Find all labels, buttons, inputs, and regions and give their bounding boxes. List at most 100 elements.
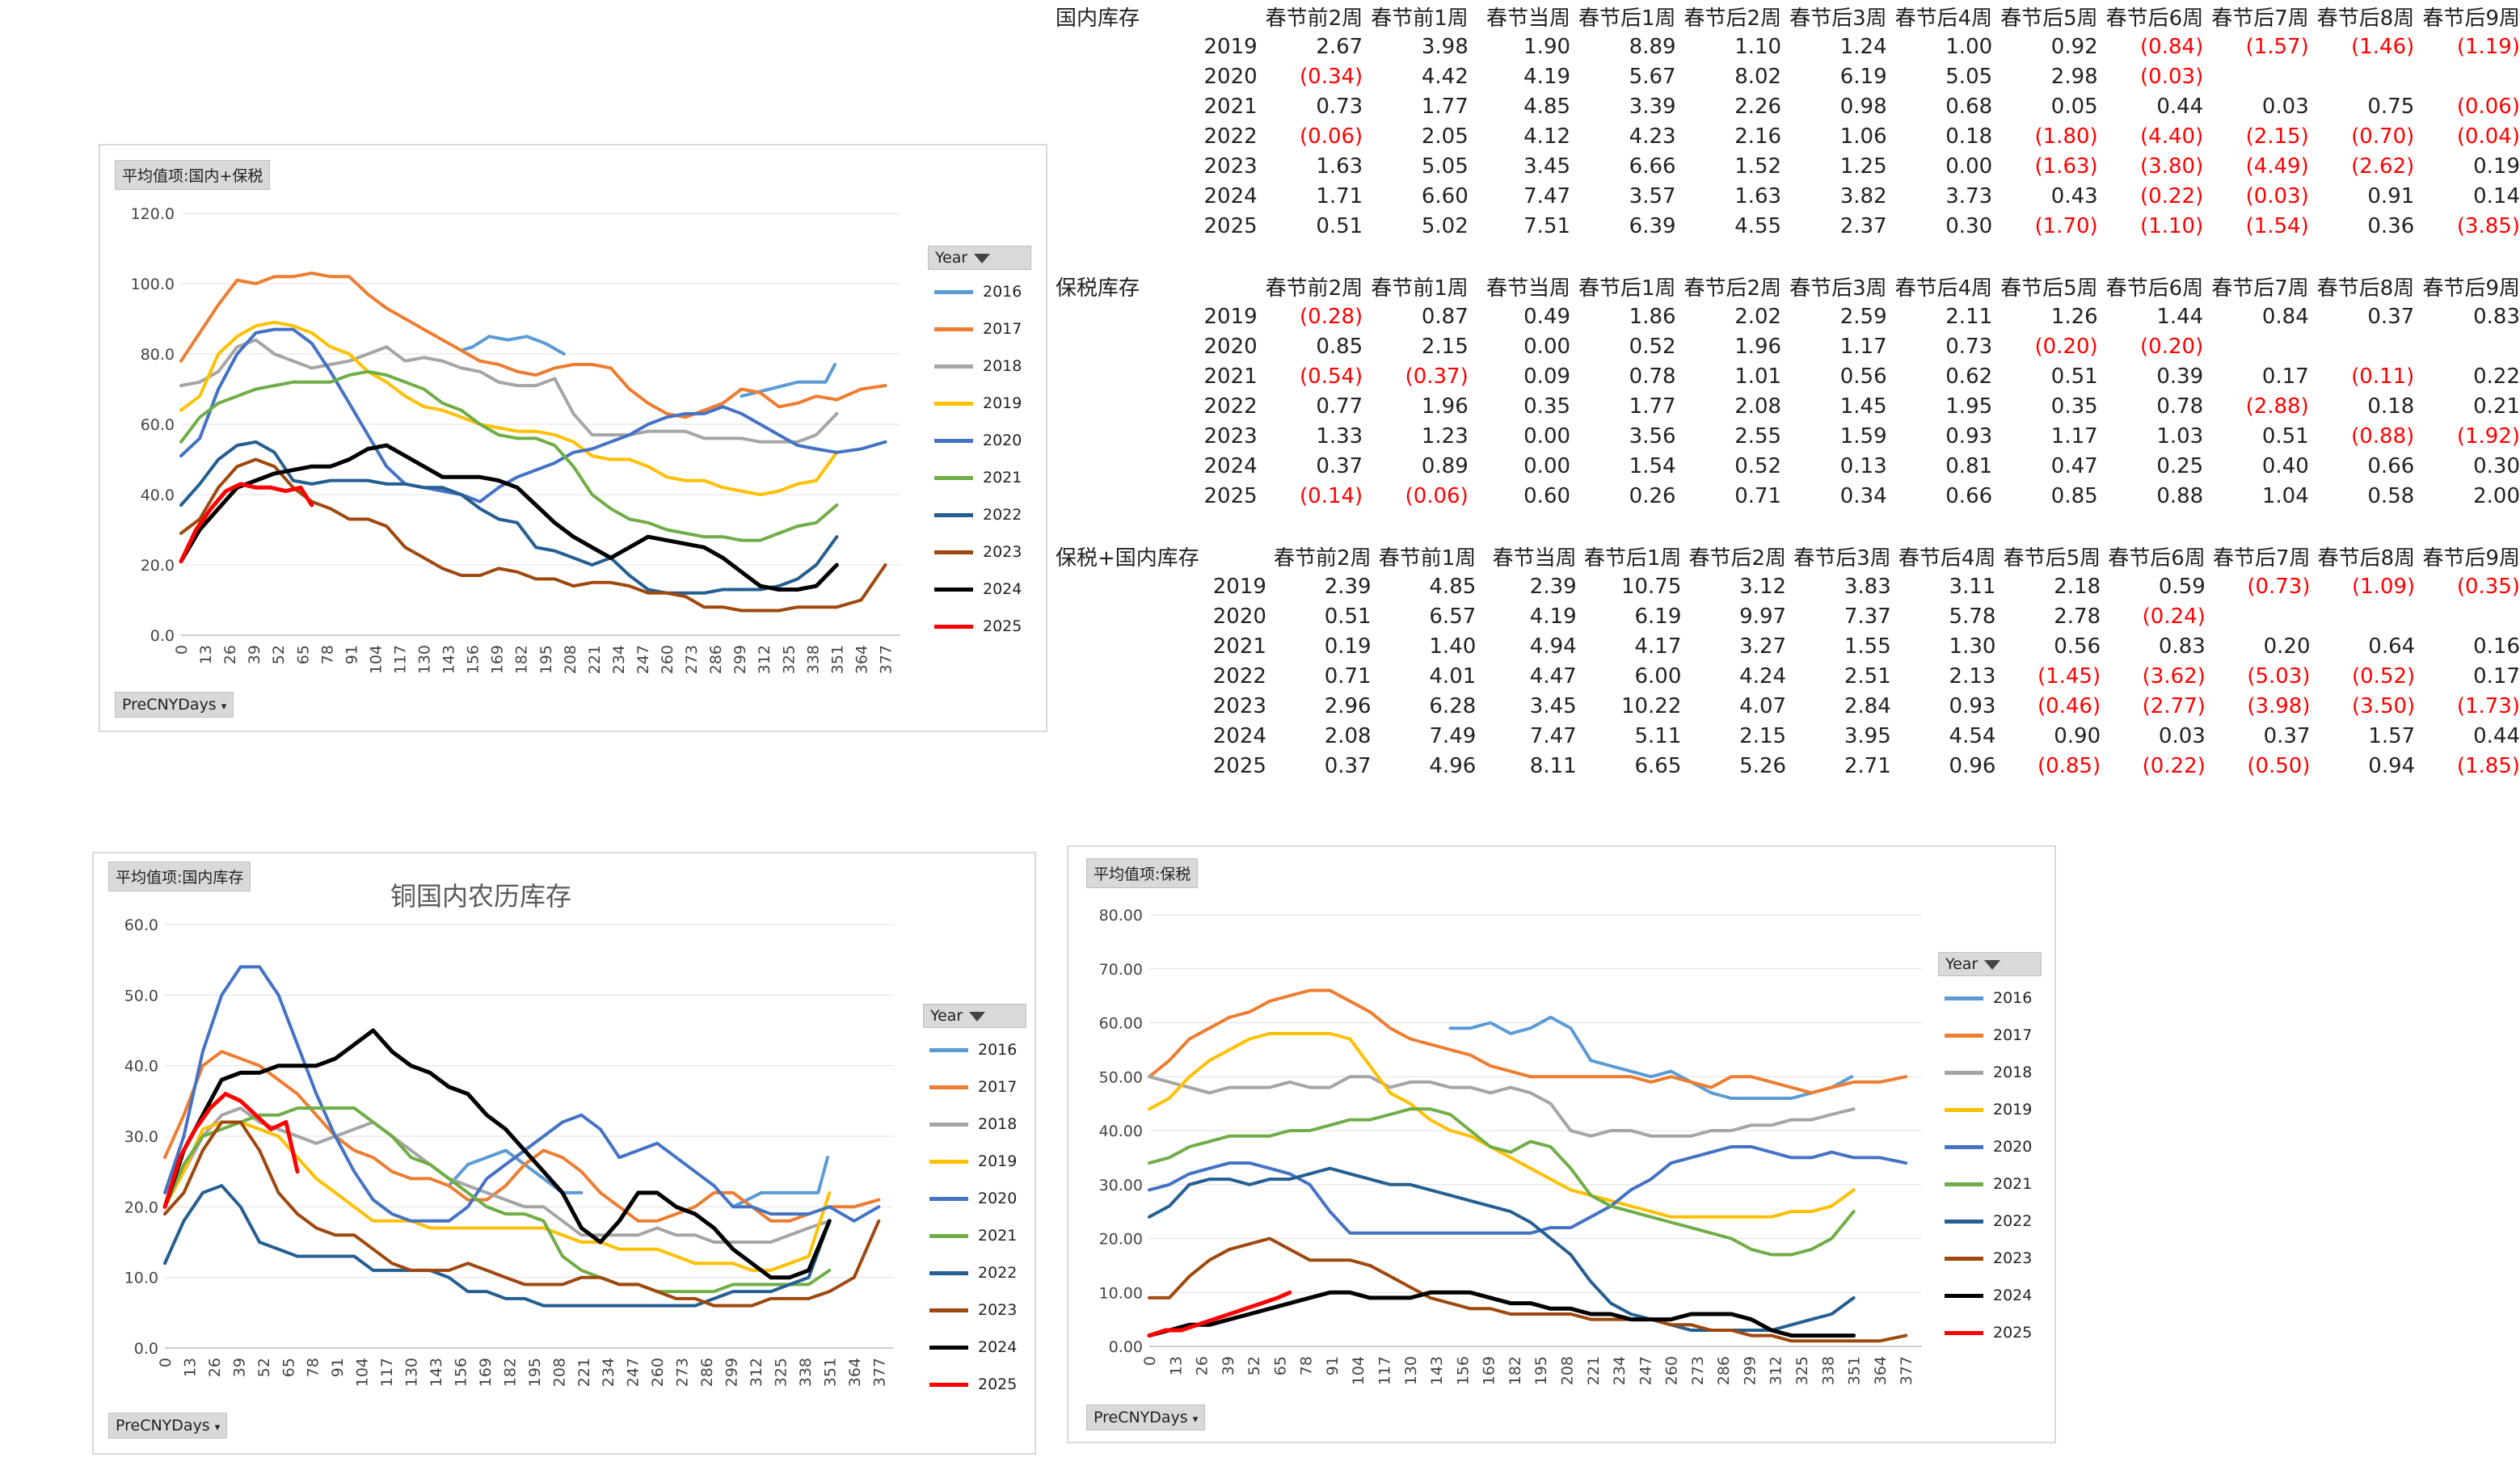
series-line-2019	[1148, 1031, 1856, 1219]
legend-label: 2020	[1993, 1138, 2033, 1156]
x-tick-label: 299	[731, 645, 749, 674]
legend-swatch	[929, 1234, 968, 1238]
table-cell: 2.39	[1324, 574, 1372, 599]
table-cell: (0.06)	[1300, 124, 1363, 149]
legend-label: 2022	[1993, 1212, 2033, 1230]
table-cell: 0.66	[2367, 453, 2415, 478]
legend-label: 2017	[1993, 1026, 2033, 1044]
legend-label: 2025	[983, 617, 1022, 635]
table-row: 2020 0.51 6.57 4.19 6.19 9.97 7.37 5.78 2.78 (0.2…	[1056, 601, 2520, 631]
value-field-button[interactable]: 平均值项:国内+保税	[115, 160, 271, 190]
chart-combined: 0.0 20.0 40.0 60.0 80.0 100.0 120.0 0 13 26 39 52 65…	[99, 144, 1047, 732]
table-row: 2023 1.33 1.23 0.00 3.56 2.55 1.59 0.93 1.17 1.03…	[1056, 421, 2520, 451]
table-cell: 0.62	[1945, 364, 1993, 389]
x-tick-label: 91	[1324, 1356, 1342, 1375]
column-header: 春节前1周	[1371, 6, 1469, 31]
table-cell	[2203, 61, 2309, 91]
table-cell: 3.12	[1739, 574, 1787, 599]
table-cell: (1.10)	[2140, 213, 2204, 238]
table-cell: 0.21	[2473, 394, 2520, 419]
table-cell: 4.47	[1529, 663, 1577, 689]
row-spacer	[1056, 691, 1190, 721]
column-header: 春节后6周	[2105, 6, 2204, 31]
table-cell: 2.67	[1316, 34, 1363, 59]
legend-header[interactable]: Year	[928, 246, 1031, 270]
legend-swatch	[929, 1346, 968, 1350]
series-line-2022	[163, 1184, 832, 1308]
legend-item-2024: 2024	[934, 580, 1022, 598]
column-header: 春节后4周	[1898, 546, 1996, 571]
table-cell: 3.83	[1844, 574, 1891, 599]
legend-swatch	[929, 1197, 968, 1201]
table-cell: 7.47	[1523, 183, 1571, 209]
value-field-button[interactable]: 平均值项:保税	[1086, 858, 1199, 888]
filter-icon[interactable]	[1984, 959, 2001, 970]
filter-icon[interactable]	[974, 253, 991, 263]
table-cell: (1.63)	[2034, 154, 2098, 179]
legend-swatch	[934, 625, 973, 629]
legend-swatch	[1945, 1331, 1983, 1335]
table-cell: (0.54)	[1300, 364, 1363, 389]
axis-field-button[interactable]: PreCNYDays ▾	[115, 692, 234, 718]
table-cell: 0.52	[1629, 334, 1676, 359]
table-cell: 2.18	[2054, 574, 2101, 599]
series-line-2016	[1448, 1015, 1854, 1100]
table-cell: 8.02	[1734, 64, 1782, 89]
y-tick-label: 20.0	[141, 557, 175, 575]
series-line-2020	[163, 965, 881, 1223]
table-cell: (0.46)	[2037, 693, 2101, 718]
series-line-2018	[1148, 1075, 1856, 1138]
table-cell: 7.49	[1429, 723, 1477, 748]
x-tick-label: 169	[489, 645, 507, 674]
x-tick-label: 0	[1141, 1356, 1159, 1366]
value-field-button[interactable]: 平均值项:国内库存	[108, 861, 251, 891]
table-cell: 1.96	[1734, 334, 1782, 359]
table-cell: 1.06	[1839, 124, 1887, 149]
x-tick-label: 260	[1663, 1356, 1681, 1385]
table-cell: 0.00	[1523, 334, 1571, 359]
series-line-2017	[1148, 988, 1908, 1095]
y-tick-label: 60.0	[141, 416, 175, 434]
axis-field-button[interactable]: PreCNYDays ▾	[1086, 1405, 1206, 1430]
table-cell: (0.06)	[1405, 483, 1469, 508]
row-year: 2020	[1203, 334, 1258, 359]
table-cell: 0.26	[1629, 483, 1676, 508]
table-cell: 0.44	[2156, 94, 2204, 119]
x-tick-label: 156	[452, 1358, 470, 1387]
column-header: 春节后4周	[1894, 6, 1993, 31]
axis-field-button[interactable]: PreCNYDays ▾	[108, 1413, 228, 1439]
row-spacer	[1056, 361, 1182, 391]
row-year: 2021	[1203, 364, 1258, 389]
x-tick-label: 273	[1689, 1356, 1707, 1385]
table-cell: 0.37	[2367, 304, 2415, 329]
legend-header[interactable]: Year	[1938, 952, 2042, 976]
table-cell: 0.19	[2473, 154, 2520, 179]
legend-label: 2024	[978, 1338, 1018, 1356]
x-tick-label: 13	[197, 645, 215, 664]
legend-swatch	[934, 364, 973, 369]
table-cell: 0.52	[1734, 453, 1782, 478]
table-cell: (0.70)	[2351, 124, 2415, 149]
legend-swatch	[929, 1160, 968, 1164]
legend-header[interactable]: Year	[923, 1004, 1026, 1028]
legend-swatch	[1945, 1220, 1983, 1224]
table-cell: 1.03	[2156, 423, 2204, 449]
y-tick-label: 80.0	[141, 346, 175, 364]
legend-swatch	[1945, 1145, 1983, 1149]
x-tick-label: 325	[780, 645, 798, 674]
table-cell: (1.70)	[2034, 213, 2098, 238]
filter-icon[interactable]	[969, 1011, 986, 1022]
table-cell	[2414, 331, 2520, 361]
table-cell: 0.83	[2158, 634, 2206, 659]
legend-label: 2020	[978, 1190, 1018, 1207]
series-line-2021	[1148, 1107, 1856, 1257]
x-tick-label: 182	[1507, 1356, 1524, 1385]
legend-swatch	[1945, 996, 1983, 1001]
row-year: 2025	[1203, 483, 1258, 508]
table-cell: 1.86	[1629, 304, 1676, 329]
table-cell: 6.00	[1634, 663, 1682, 689]
series-line-2020	[1148, 1145, 1908, 1235]
x-tick-label: 65	[280, 1358, 297, 1377]
x-tick-label: 364	[846, 1358, 864, 1387]
table-cell: (3.80)	[2140, 154, 2204, 179]
